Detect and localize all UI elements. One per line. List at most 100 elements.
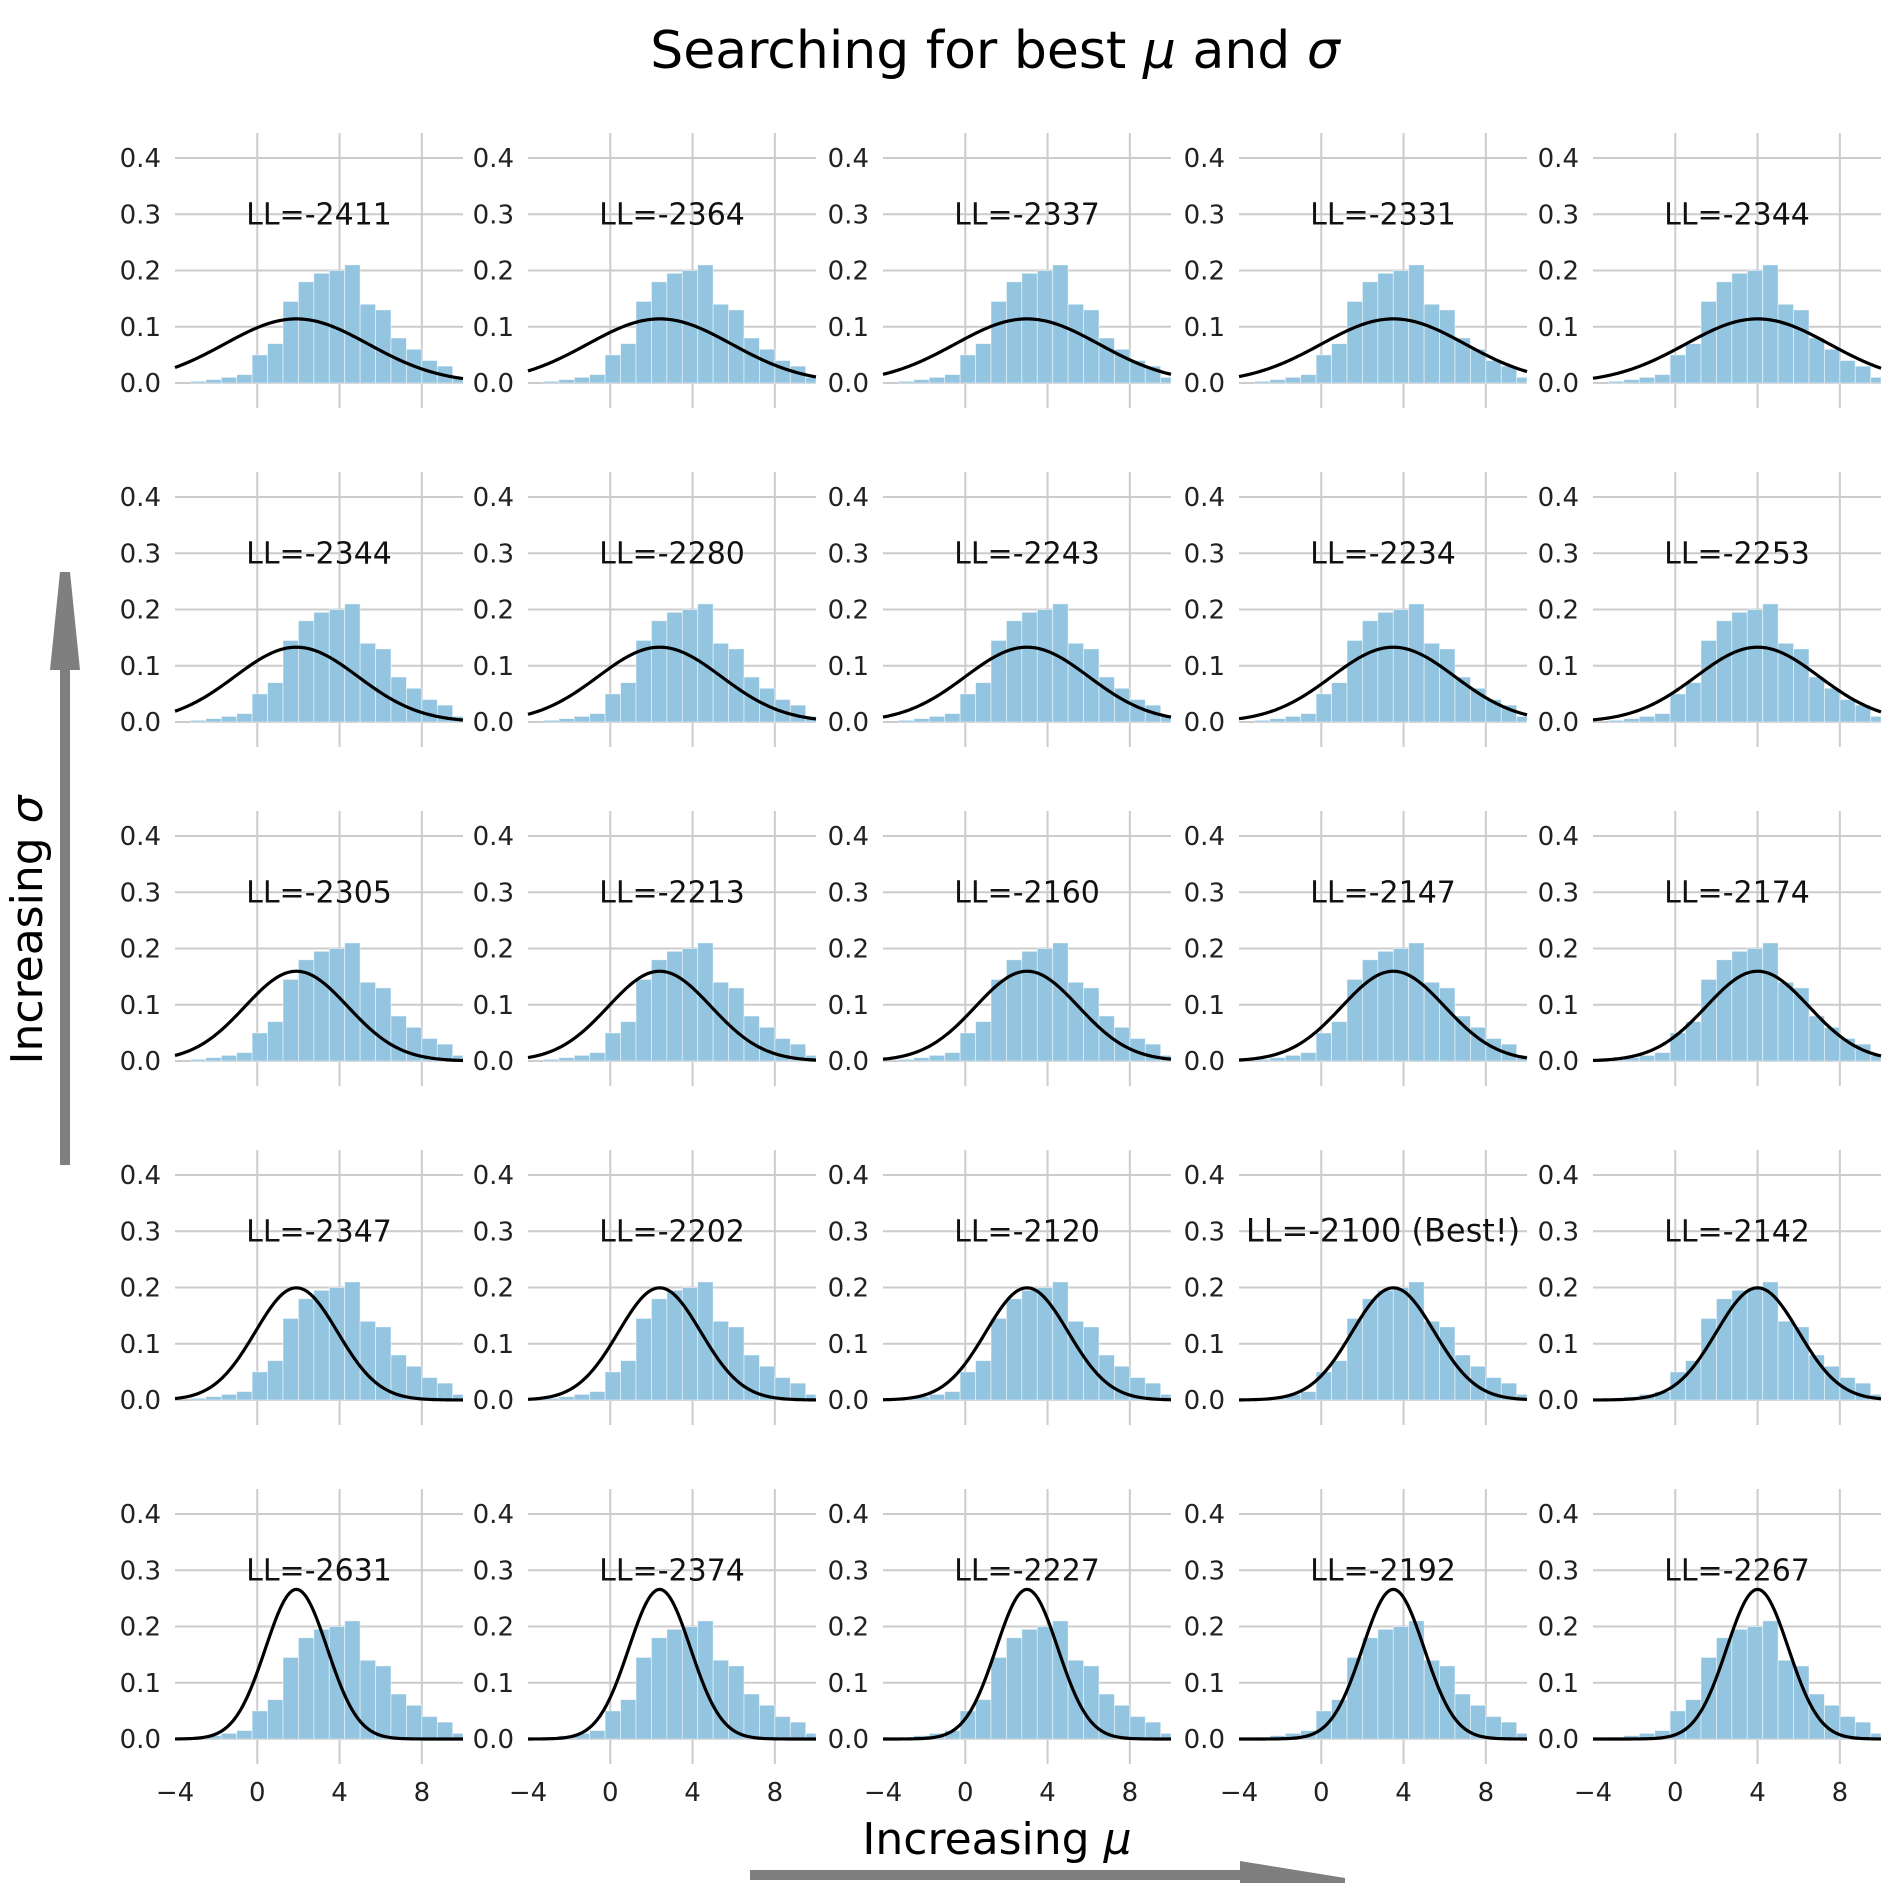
histogram-bar xyxy=(651,1298,668,1401)
histogram-bar xyxy=(789,1721,807,1740)
histogram-bar xyxy=(1854,1721,1872,1740)
y-tick-label: 0.0 xyxy=(1538,708,1579,738)
histogram-bar xyxy=(205,1396,222,1401)
histogram-bar xyxy=(589,374,606,384)
histogram-bar xyxy=(1021,611,1038,723)
histogram-bar xyxy=(298,1298,315,1401)
histogram-bar xyxy=(1731,272,1748,384)
x-tick-label: 4 xyxy=(1749,1778,1766,1808)
histogram-bar xyxy=(267,682,284,723)
y-tick-label: 0.4 xyxy=(120,144,161,174)
histogram-bar xyxy=(390,1693,407,1740)
histogram-bar xyxy=(1516,715,1528,723)
y-tick-label: 0.4 xyxy=(1184,144,1225,174)
histogram-bar xyxy=(251,693,268,723)
histogram-bar xyxy=(604,1032,621,1062)
histogram-bar xyxy=(759,348,776,384)
y-tick-label: 0.3 xyxy=(828,1556,869,1586)
histogram-bar xyxy=(406,1365,423,1401)
histogram-bar xyxy=(1824,348,1841,384)
y-tick-label: 0.2 xyxy=(120,596,161,626)
x-tick-label: 8 xyxy=(1122,1778,1139,1808)
histogram-bar xyxy=(620,1021,637,1062)
histogram-bar xyxy=(313,950,330,1062)
histogram-bar xyxy=(236,1730,253,1740)
ll-label: LL=-2234 xyxy=(1310,536,1456,571)
ll-label: LL=-2243 xyxy=(954,536,1100,571)
histogram-bar xyxy=(620,343,637,384)
histogram-bar xyxy=(1870,715,1882,723)
y-tick-label: 0.4 xyxy=(828,144,869,174)
histogram-bar xyxy=(1315,693,1332,723)
y-tick-label: 0.0 xyxy=(120,1047,161,1077)
histogram-bar xyxy=(1331,343,1348,384)
histogram-bar xyxy=(712,642,729,723)
histogram-bar xyxy=(975,1699,992,1740)
histogram-bar xyxy=(1777,303,1794,384)
normal-curve xyxy=(882,645,1172,719)
y-tick-label: 0.3 xyxy=(1184,1217,1225,1247)
histogram-bar xyxy=(1083,648,1100,723)
y-tick-label: 0.1 xyxy=(473,1669,514,1699)
y-tick-label: 0.0 xyxy=(473,1386,514,1416)
histogram-bar xyxy=(1269,718,1286,723)
y-tick-label: 0.1 xyxy=(120,1330,161,1360)
histogram-bar xyxy=(959,1032,976,1062)
panel-r2-c3: LL=-2147 0.0 0.1 0.2 0.3 0.4 xyxy=(1184,811,1528,1086)
histogram-bar xyxy=(990,1318,1007,1401)
histogram-bar xyxy=(1052,1281,1069,1401)
histogram-bar xyxy=(1284,715,1302,723)
histogram-bar xyxy=(205,1057,222,1062)
histogram-bar xyxy=(1669,693,1686,723)
histogram-bar xyxy=(712,303,729,384)
histogram-bar xyxy=(1623,718,1640,723)
ll-label: LL=-2120 xyxy=(954,1214,1100,1249)
mu-arrow xyxy=(750,1861,1345,1883)
panel-r2-c1: LL=-2213 0.0 0.1 0.2 0.3 0.4 xyxy=(473,811,817,1086)
ll-label: LL=-2213 xyxy=(599,875,745,910)
ll-label: LL=-2192 xyxy=(1310,1553,1456,1588)
y-tick-label: 0.3 xyxy=(1538,878,1579,908)
y-tick-label: 0.3 xyxy=(120,539,161,569)
histogram-bar xyxy=(697,264,714,384)
histogram-bar xyxy=(1392,270,1410,384)
histogram-bar xyxy=(1516,376,1528,384)
histogram-bar xyxy=(267,343,284,384)
y-tick-label: 0.3 xyxy=(828,878,869,908)
histogram-bar xyxy=(959,354,976,384)
histogram-bar xyxy=(1021,1289,1038,1401)
y-tick-label: 0.1 xyxy=(473,1330,514,1360)
y-tick-label: 0.2 xyxy=(1184,596,1225,626)
histogram-bar xyxy=(913,379,930,384)
histogram-bar xyxy=(573,715,591,723)
histogram-bar xyxy=(635,301,652,384)
sigma-arrow xyxy=(50,572,80,1165)
histogram-bar xyxy=(406,1704,423,1740)
histogram-bar xyxy=(1824,687,1841,723)
histogram-bar xyxy=(1685,343,1702,384)
y-tick-label: 0.0 xyxy=(120,1725,161,1755)
y-tick-label: 0.1 xyxy=(1538,313,1579,343)
y-tick-label: 0.3 xyxy=(1184,1556,1225,1586)
histogram-bar xyxy=(236,1052,253,1062)
x-tick-label: 0 xyxy=(1313,1778,1330,1808)
histogram-bar xyxy=(236,713,253,723)
y-tick-label: 0.0 xyxy=(473,1725,514,1755)
histogram-bar xyxy=(344,603,361,723)
histogram-bar xyxy=(313,611,330,723)
y-tick-label: 0.1 xyxy=(1184,991,1225,1021)
histogram-bar xyxy=(406,687,423,723)
histogram-bar xyxy=(282,1657,299,1740)
histogram-bar xyxy=(558,1057,575,1062)
histogram-bar xyxy=(681,609,699,723)
histogram-bar xyxy=(436,1721,454,1740)
y-tick-label: 0.3 xyxy=(1538,1556,1579,1586)
y-tick-label: 0.3 xyxy=(473,539,514,569)
y-tick-label: 0.0 xyxy=(473,369,514,399)
histogram-bar xyxy=(251,1371,268,1401)
best-ll-label: LL=-2100 (Best!) xyxy=(1246,1211,1520,1249)
ll-label: LL=-2305 xyxy=(246,875,392,910)
y-tick-label: 0.0 xyxy=(1184,1725,1225,1755)
y-tick-label: 0.0 xyxy=(1184,708,1225,738)
y-tick-label: 0.2 xyxy=(120,1274,161,1304)
